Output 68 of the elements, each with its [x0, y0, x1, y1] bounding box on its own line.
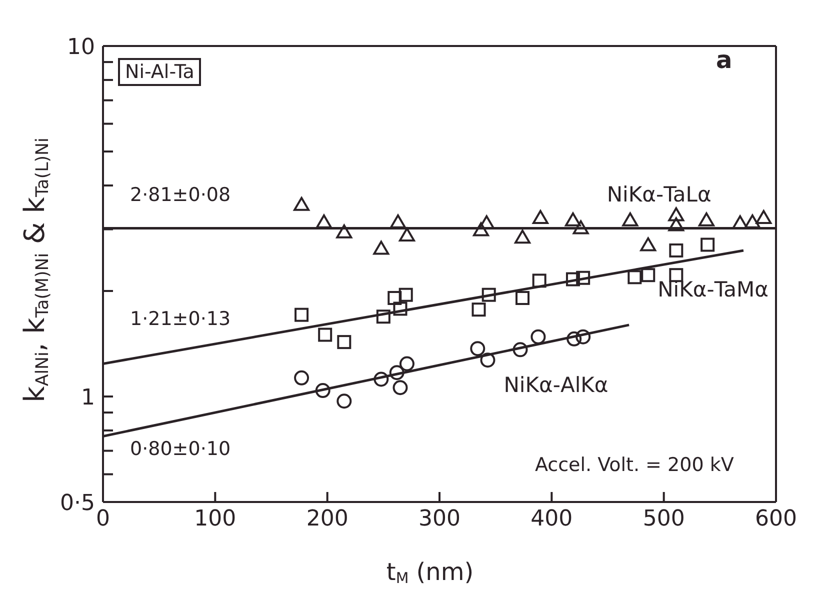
point [318, 328, 332, 342]
annotation: 0·80±0·10 [130, 438, 231, 460]
point [512, 342, 528, 358]
point [744, 214, 760, 228]
point [564, 212, 581, 226]
point [398, 288, 413, 302]
x-tick-label: 100 [194, 506, 236, 532]
point [640, 237, 656, 252]
point [566, 331, 582, 346]
point [622, 212, 638, 226]
y-tick-label: 10 [67, 34, 95, 60]
point [389, 365, 404, 380]
x-tick-label: 200 [306, 506, 348, 532]
point [576, 329, 591, 344]
point [532, 274, 546, 288]
annotation: a [716, 46, 732, 74]
point [336, 224, 352, 238]
point [337, 335, 352, 350]
point [388, 290, 402, 305]
point [756, 210, 772, 224]
x-tick-label: 600 [755, 506, 797, 532]
series-label: NiKα-TaMα [658, 278, 768, 302]
x-tick-label: 300 [418, 506, 460, 532]
point [399, 356, 414, 372]
point [480, 352, 496, 368]
point [576, 270, 590, 285]
point [482, 288, 496, 302]
point [316, 214, 332, 228]
point [669, 243, 684, 258]
point [700, 238, 715, 252]
point [294, 370, 310, 386]
point [514, 230, 531, 244]
annotation: Ni-Al-Ta [118, 58, 202, 86]
point [641, 268, 656, 282]
point [572, 220, 589, 234]
point [668, 207, 684, 222]
annotation: 2·81±0·08 [130, 184, 231, 206]
point [472, 302, 486, 317]
point [315, 383, 330, 398]
point [390, 214, 406, 228]
y-tick-label: 1 [81, 385, 95, 410]
point [566, 272, 580, 286]
point [668, 217, 684, 232]
annotation: Accel. Volt. = 200 kV [535, 454, 734, 476]
point [698, 212, 714, 226]
point [628, 270, 642, 284]
series-label: NiKα-TaLα [606, 182, 712, 206]
point [530, 329, 546, 344]
x-axis-title: t$_{M}$ (nm) [386, 558, 474, 588]
y-tick-label: 0·5 [60, 490, 95, 516]
point [376, 310, 390, 324]
series-label: NiKα-AlKα [504, 373, 608, 398]
x-tick-label: 400 [530, 506, 573, 532]
point [473, 222, 489, 236]
point [398, 227, 415, 242]
point [374, 372, 389, 387]
point [393, 302, 408, 316]
annotation: 1·21±0·13 [130, 308, 231, 330]
point [373, 240, 390, 255]
point [336, 394, 352, 409]
point [516, 290, 530, 305]
x-tick-label: 0 [96, 506, 110, 532]
point [470, 341, 486, 356]
point [294, 308, 309, 322]
point [532, 210, 548, 224]
x-tick-label: 500 [642, 506, 685, 532]
point [392, 380, 408, 396]
point [294, 196, 310, 211]
